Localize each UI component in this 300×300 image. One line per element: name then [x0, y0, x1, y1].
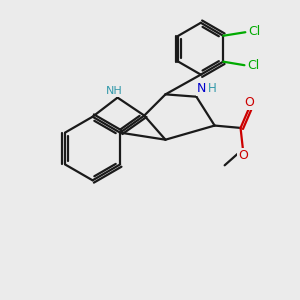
Text: N: N: [197, 82, 206, 95]
Text: Cl: Cl: [248, 25, 260, 38]
Text: Cl: Cl: [247, 59, 260, 72]
Text: O: O: [238, 149, 248, 162]
Text: O: O: [244, 96, 254, 109]
Text: NH: NH: [106, 86, 122, 96]
Text: H: H: [208, 82, 217, 95]
